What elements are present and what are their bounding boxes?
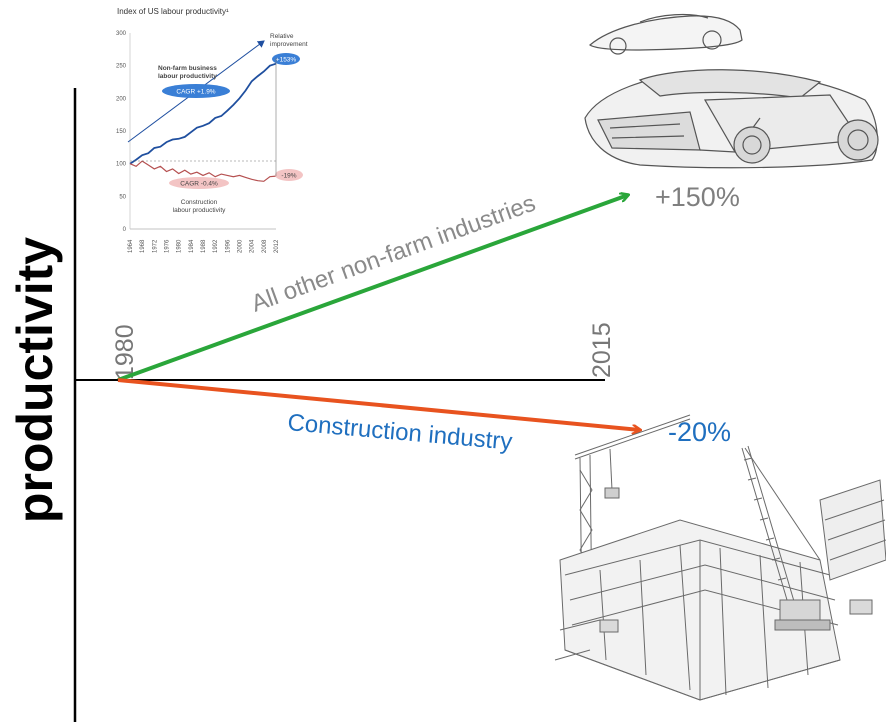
sports-car-sketch bbox=[584, 13, 879, 169]
inset-y-tick-label: 50 bbox=[119, 194, 126, 200]
nonfarm-label-2: labour productivity bbox=[158, 73, 217, 80]
relative-label-1: Relative bbox=[270, 33, 294, 40]
inset-x-tick-label: 1996 bbox=[225, 239, 231, 253]
inset-x-tick-label: 1976 bbox=[165, 239, 171, 253]
inset-series bbox=[129, 62, 277, 182]
year-end-label: 2015 bbox=[588, 322, 616, 378]
nonfarm-change-badge bbox=[272, 53, 300, 65]
inset-x-tick-label: 2000 bbox=[238, 239, 244, 253]
construction-label-2: labour productivity bbox=[173, 207, 226, 214]
inset-y-tick-label: 100 bbox=[116, 162, 127, 168]
inset-x-tick-label: 1992 bbox=[213, 239, 219, 253]
inset-series-line-nonfarm bbox=[129, 62, 277, 165]
nonfarm-change-text: +153% bbox=[276, 57, 297, 64]
inset-x-tick-label: 1972 bbox=[152, 239, 158, 253]
lower-change-value: -20% bbox=[668, 417, 731, 447]
inset-series-line-construction bbox=[129, 160, 277, 182]
relative-label-2: improvement bbox=[270, 41, 308, 48]
inset-x-tick-label: 1984 bbox=[189, 239, 195, 253]
inset-title: Index of US labour productivity¹ bbox=[117, 7, 229, 16]
upper-trend-label: All other non-farm industries bbox=[248, 190, 539, 318]
construction-change-badge bbox=[275, 169, 303, 181]
inset-y-tick-label: 0 bbox=[123, 227, 127, 233]
construction-site-sketch bbox=[554, 414, 886, 701]
inset-chart: Index of US labour productivity¹ 0 50 100 1… bbox=[116, 7, 308, 253]
inset-y-tick-label: 200 bbox=[116, 96, 127, 102]
y-axis-label: productivity bbox=[7, 237, 63, 523]
construction-change-text: -19% bbox=[281, 173, 296, 180]
construction-label-1: Construction bbox=[181, 199, 218, 206]
nonfarm-cagr-text: CAGR +1.9% bbox=[176, 89, 215, 96]
year-start-label: 1980 bbox=[111, 324, 139, 380]
inset-x-tick-label: 1988 bbox=[201, 239, 207, 253]
inset-y-tick-label: 250 bbox=[116, 64, 127, 70]
inset-y-tick-label: 300 bbox=[116, 31, 127, 37]
inset-x-tick-label: 2008 bbox=[262, 239, 268, 253]
inset-axes: 0 50 100 150 200 250 300 1964 1968 1972 1976 1980 19… bbox=[116, 31, 280, 253]
inset-y-tick-label: 150 bbox=[116, 129, 127, 135]
nonfarm-cagr-badge bbox=[162, 84, 230, 98]
construction-cagr-badge bbox=[169, 177, 229, 189]
inset-x-tick-label: 1980 bbox=[177, 239, 183, 253]
inset-x-tick-label: 1968 bbox=[140, 239, 146, 253]
lower-trend-arrow bbox=[117, 378, 640, 430]
inset-x-tick-label: 2012 bbox=[274, 239, 280, 253]
upper-trend-arrow bbox=[117, 195, 628, 382]
nonfarm-label-1: Non-farm business bbox=[158, 65, 217, 72]
construction-cagr-text: CAGR -0.4% bbox=[180, 181, 218, 188]
inset-x-tick-label: 2004 bbox=[250, 239, 256, 253]
upper-change-value: +150% bbox=[655, 182, 740, 212]
inset-x-tick-label: 1964 bbox=[128, 239, 134, 253]
